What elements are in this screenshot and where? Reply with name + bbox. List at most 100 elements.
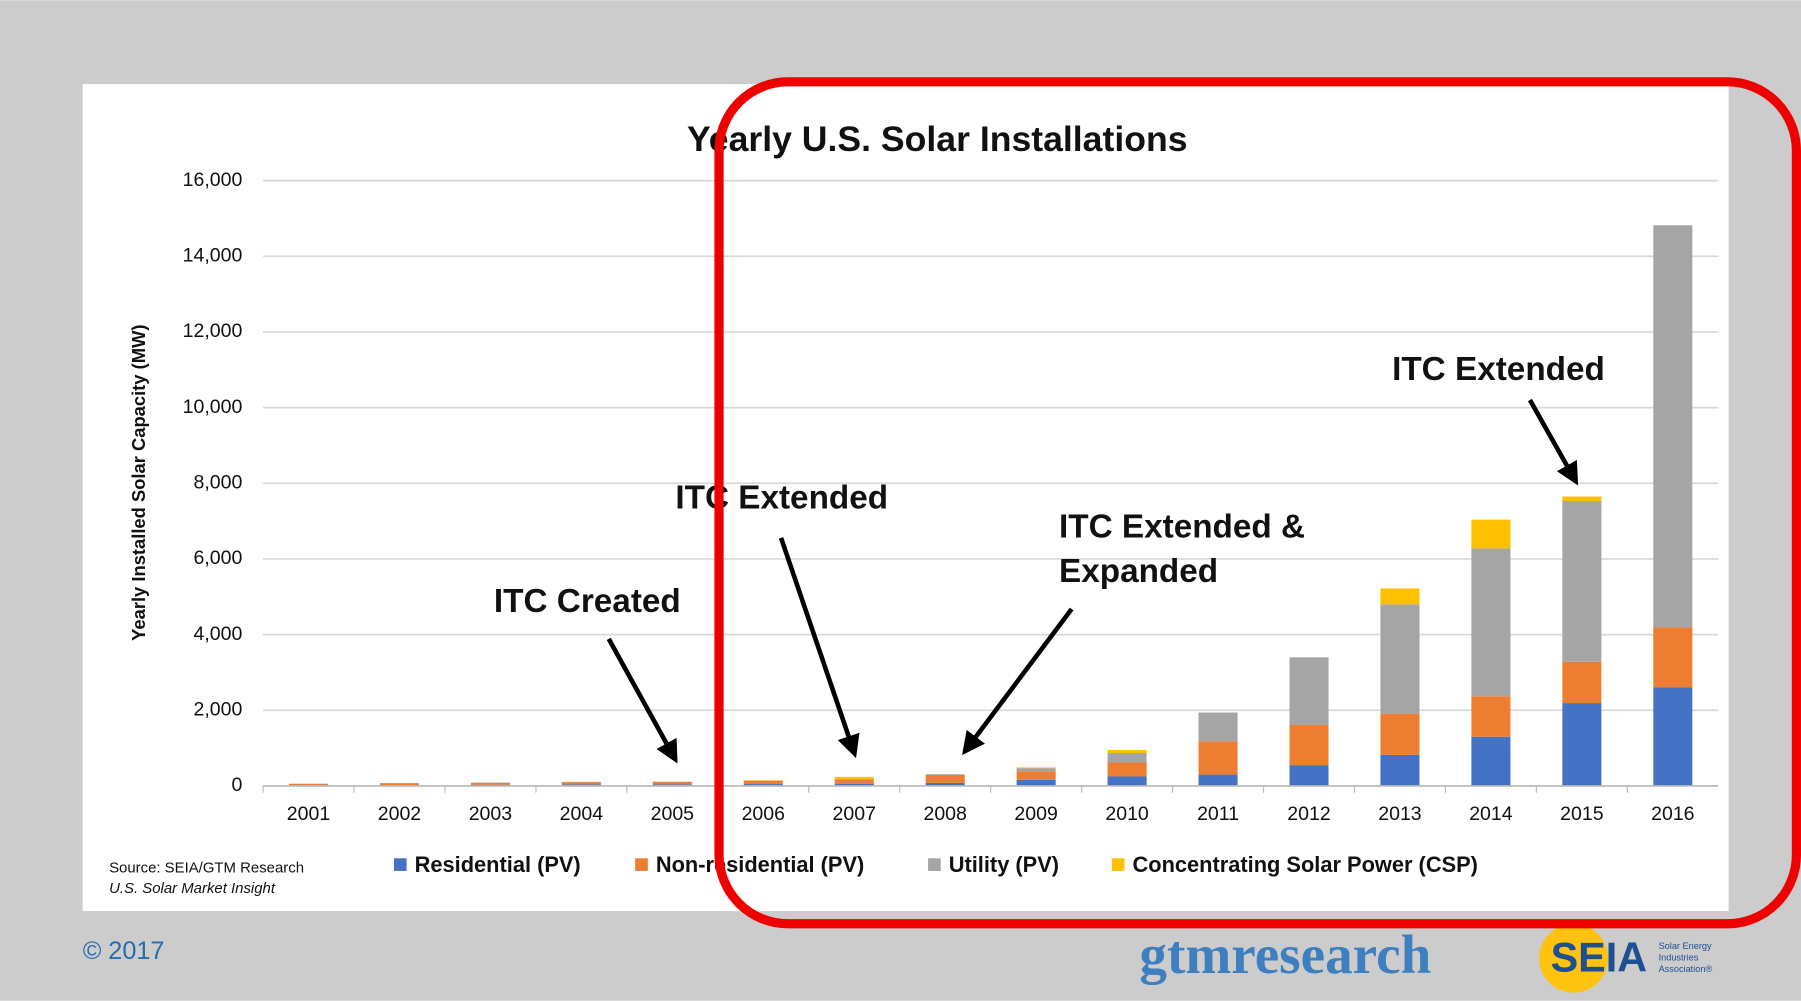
annotations: ITC Created ITC Extended ITC Extended & Exp… <box>494 351 1605 620</box>
bar-segment <box>379 783 419 785</box>
annotation: ITC Created <box>494 583 681 620</box>
bar-segment <box>1016 767 1056 769</box>
arrow <box>1527 398 1579 486</box>
annotation: ITC Extended & <box>1059 508 1305 545</box>
bar-segment <box>743 780 783 785</box>
y-tick-label: 16,000 <box>183 169 243 191</box>
source: Source: SEIA/GTM Research <box>109 860 304 877</box>
source: U.S. Solar Market Insight <box>109 880 276 897</box>
bar-segment <box>561 782 601 785</box>
bar-segment <box>470 782 510 785</box>
bar-segment <box>1016 771 1056 780</box>
x-tick-label: 2004 <box>560 803 604 825</box>
highlight-box <box>714 77 1801 929</box>
bar-segment <box>288 784 329 786</box>
x-tick-label: 2008 <box>923 803 966 825</box>
bar-segment <box>1562 501 1602 662</box>
x-tick-label: 2010 <box>1105 803 1149 825</box>
arrows <box>606 398 1579 764</box>
annotation: Expanded <box>1059 553 1218 590</box>
bar-segment <box>1471 696 1511 737</box>
bar-segment <box>925 774 965 775</box>
y-axis-label: Yearly Installed Solar Capacity (MW) <box>128 325 149 641</box>
bar-segment <box>1471 519 1511 549</box>
chart-title: Yearly U.S. Solar Installations <box>687 119 1188 159</box>
bar-segment <box>1380 754 1420 786</box>
legend-label: Non-residential (PV) <box>656 852 864 877</box>
annotation: ITC Extended <box>675 480 888 517</box>
bar-segment <box>1653 627 1693 688</box>
x-tick-label: 2013 <box>1378 803 1421 825</box>
bar-segment <box>1107 753 1147 763</box>
y-tick-label: 2,000 <box>194 698 243 720</box>
bar-segment <box>1198 712 1238 742</box>
legend-swatch <box>393 858 407 871</box>
bar-segment <box>652 781 692 785</box>
y-tick-label: 4,000 <box>194 623 243 645</box>
x-tick-label: 2012 <box>1287 803 1330 825</box>
seia-sun <box>1539 923 1609 993</box>
chart-panel <box>82 84 1729 912</box>
x-tick-label: 2001 <box>287 803 330 825</box>
bar-segment <box>834 779 874 784</box>
arrow <box>606 637 678 764</box>
x-tick-label: 2014 <box>1469 803 1513 825</box>
x-tick-label: 2003 <box>469 803 512 825</box>
bar-segment <box>834 783 874 786</box>
bar-segment <box>1471 548 1511 697</box>
x-tick-label: 2007 <box>833 803 876 825</box>
x-tick-label: 2016 <box>1651 803 1694 825</box>
y-tick-label: 10,000 <box>183 396 243 418</box>
bar-segment <box>1198 774 1238 786</box>
bar-segment <box>743 784 783 786</box>
bar-segment <box>1107 749 1147 754</box>
x-tick-label: 2015 <box>1560 803 1604 825</box>
annotation: ITC Extended <box>1392 351 1605 388</box>
bar-segment <box>1562 661 1602 704</box>
y-tick-label: 6,000 <box>194 547 243 569</box>
copyright: © 2017 <box>83 937 165 965</box>
bar-segment <box>1016 779 1056 786</box>
bar-segment <box>1289 765 1329 786</box>
bar-segment <box>1380 713 1420 755</box>
seia-sub: Association® <box>1659 964 1713 974</box>
bar-segment <box>1653 225 1693 628</box>
bar-segment <box>1471 736 1511 786</box>
bar-segment <box>1653 687 1693 786</box>
y-tick-label: 14,000 <box>183 244 243 266</box>
y-tick-label: 0 <box>231 774 242 796</box>
plot: 0 2,000 4,000 6,000 8,000 10,000 12,000 14,000 1… <box>183 169 1719 877</box>
legend-label: Utility (PV) <box>949 852 1059 877</box>
bar-segment <box>1380 604 1420 714</box>
y-tick-label: 12,000 <box>183 320 243 342</box>
legend-label: Concentrating Solar Power (CSP) <box>1133 852 1478 877</box>
bar-segment <box>1380 588 1420 605</box>
logo: gtmresearch <box>1139 924 1431 985</box>
x-tick-label: 2005 <box>651 803 695 825</box>
bar-segment <box>1562 496 1602 502</box>
x-tick-label: 2009 <box>1014 803 1057 825</box>
legend-swatch <box>928 858 941 871</box>
bar-segment <box>925 782 965 786</box>
x-tick-label: 2002 <box>378 803 421 825</box>
seia-sub: Industries <box>1659 953 1699 963</box>
bar-segment <box>1289 725 1329 766</box>
y-tick-label: 8,000 <box>194 471 243 493</box>
arrow <box>778 537 860 759</box>
bar-segment <box>1562 703 1602 786</box>
seia-logo: SEIA <box>1551 934 1647 980</box>
bar-segment <box>1107 776 1147 786</box>
legend-label: Residential (PV) <box>415 852 581 877</box>
legend-swatch <box>635 858 648 871</box>
bar-segment <box>1107 762 1147 777</box>
seia-sub: Solar Energy <box>1659 941 1712 951</box>
bar-segment <box>834 776 874 780</box>
bar-segment <box>925 774 965 783</box>
arrow <box>962 607 1074 756</box>
bar-segment <box>1198 741 1238 775</box>
x-tick-label: 2011 <box>1197 803 1239 825</box>
legend-swatch <box>1111 858 1125 871</box>
x-tick-label: 2006 <box>742 803 785 825</box>
bar-segment <box>1016 768 1056 772</box>
